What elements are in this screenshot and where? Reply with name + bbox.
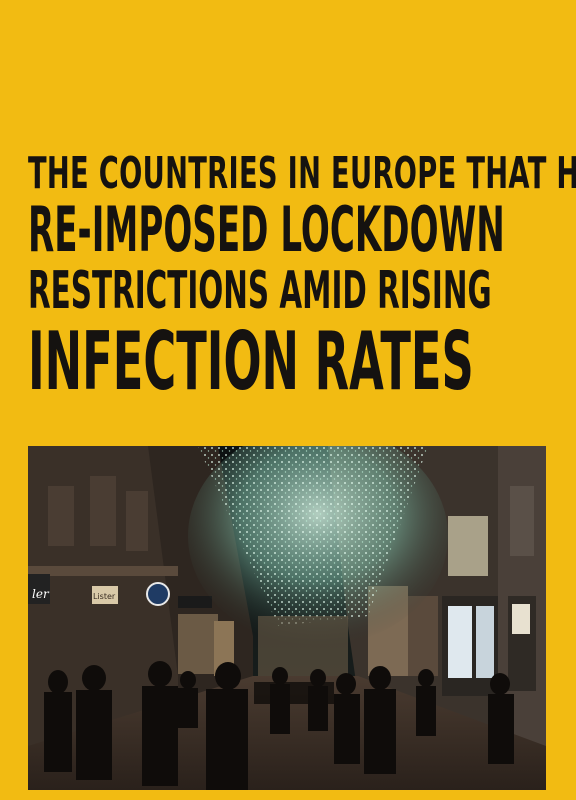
headline-line-1: THE COUNTRIES IN EUROPE THAT HAVE bbox=[28, 148, 576, 199]
street-illustration: ler Lister bbox=[28, 446, 546, 790]
crowd bbox=[44, 661, 514, 790]
store-sign: Lister bbox=[93, 592, 116, 601]
headline-line-3: RESTRICTIONS AMID RISING bbox=[28, 261, 492, 321]
headline-line-4: INFECTION RATES bbox=[28, 315, 474, 408]
distant-street bbox=[258, 616, 348, 686]
headline-line-2: RE-IMPOSED LOCKDOWN bbox=[28, 193, 505, 266]
headline: THE COUNTRIES IN EUROPE THAT HAVE RE-IMP… bbox=[28, 148, 576, 408]
shop-sign: ler bbox=[32, 587, 50, 601]
light-canopy bbox=[198, 446, 428, 626]
street-photo: ler Lister bbox=[28, 446, 546, 790]
